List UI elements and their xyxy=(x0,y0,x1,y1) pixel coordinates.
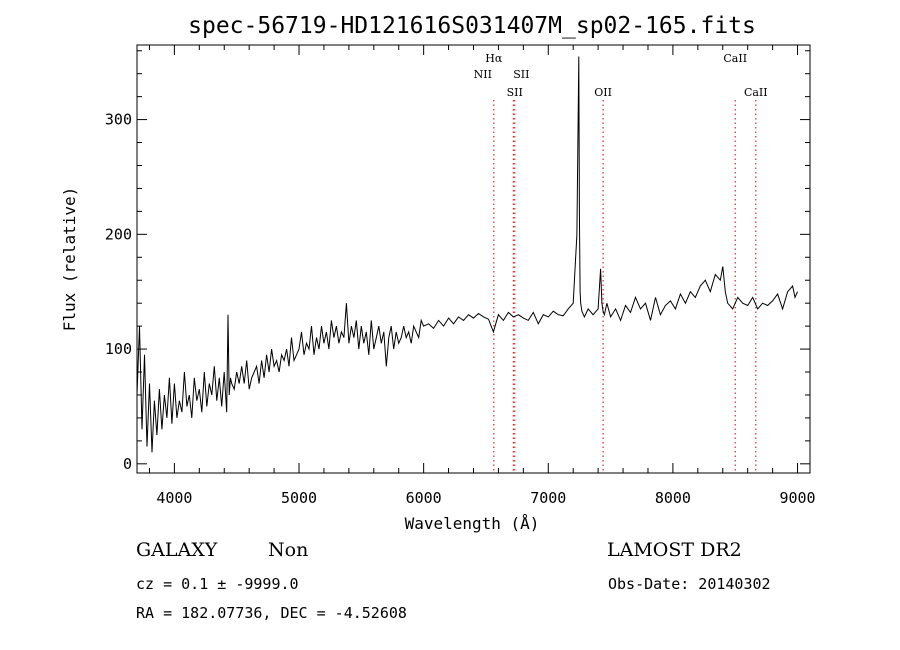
spectral-line-label: OII xyxy=(594,86,612,99)
axis-ticks: 4000 5000 6000 7000 8000 9000 0 100 200 300 xyxy=(105,45,816,507)
spectral-line-label: CaII xyxy=(723,52,747,65)
spectral-line-label: SII xyxy=(513,68,529,81)
x-tick-label: 4000 xyxy=(156,489,192,507)
spectral-line-label: SII xyxy=(507,86,523,99)
y-axis-label: Flux (relative) xyxy=(60,187,79,332)
spectrum-series-line xyxy=(136,56,798,453)
x-tick-label: 5000 xyxy=(281,489,317,507)
y-tick-label: 100 xyxy=(105,340,132,358)
x-tick-label: 8000 xyxy=(655,489,691,507)
survey-name: LAMOST DR2 xyxy=(607,539,742,561)
y-tick-label: 0 xyxy=(123,455,132,473)
redshift-readout: cz = 0.1 ± -9999.0 xyxy=(136,575,299,593)
x-tick-label: 7000 xyxy=(530,489,566,507)
spectral-line-markers: Hα NII SII SII OII CaII CaII xyxy=(474,52,768,473)
observation-date: Obs-Date: 20140302 xyxy=(608,575,771,593)
object-subclass: Non xyxy=(268,539,309,561)
spectral-line-label: NII xyxy=(474,68,492,81)
y-tick-label: 200 xyxy=(105,225,132,243)
chart-title: spec-56719-HD121616S031407M_sp02-165.fit… xyxy=(188,13,756,39)
coordinates-readout: RA = 182.07736, DEC = -4.52608 xyxy=(136,604,407,622)
spectral-line-label: Hα xyxy=(485,52,503,65)
object-class: GALAXY xyxy=(136,539,218,561)
x-tick-label: 9000 xyxy=(779,489,815,507)
x-tick-label: 6000 xyxy=(406,489,442,507)
x-axis-label: Wavelength (Å) xyxy=(405,514,540,533)
spectral-line-label: CaII xyxy=(744,86,768,99)
plot-frame xyxy=(136,44,811,474)
y-tick-label: 300 xyxy=(105,111,132,129)
spectrum-figure: spec-56719-HD121616S031407M_sp02-165.fit… xyxy=(60,13,816,533)
